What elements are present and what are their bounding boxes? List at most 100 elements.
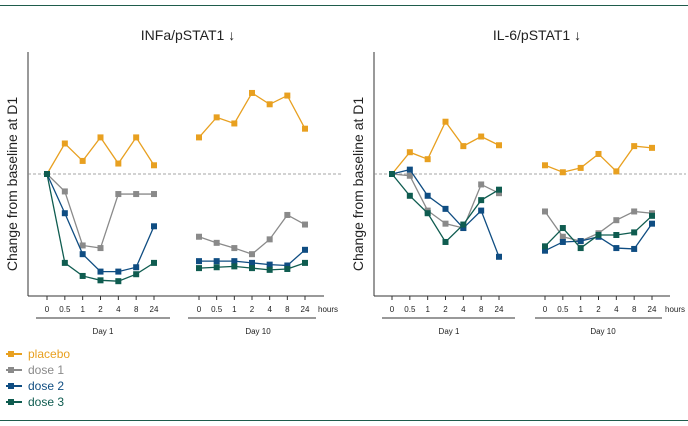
data-point-placebo (115, 160, 122, 167)
data-point-dose-2 (213, 258, 220, 265)
x-tick-label: 0 (197, 305, 202, 314)
data-point-dose-3 (196, 265, 202, 272)
series-line-placebo (544, 145, 653, 173)
data-point-dose-3 (559, 225, 566, 232)
data-point-dose-2 (115, 268, 122, 275)
x-tick-label: 24 (150, 305, 159, 314)
legend-item-dose-2[interactable]: dose 2 (6, 378, 70, 394)
data-point-dose-2 (196, 258, 202, 265)
data-point-dose-3 (266, 266, 273, 273)
top-border (0, 5, 688, 6)
data-point-dose-1 (97, 245, 104, 252)
x-unit-label: hours (665, 305, 685, 314)
x-tick-label: 4 (267, 305, 272, 314)
data-point-dose-2 (97, 268, 104, 275)
x-tick-label: 0.5 (404, 305, 416, 314)
data-point-dose-1 (79, 242, 86, 249)
x-tick-label: 8 (285, 305, 290, 314)
group-label-1: Day 1 (93, 327, 114, 336)
x-tick-label: 4 (116, 305, 121, 314)
data-point-dose-2 (266, 261, 273, 268)
legend-line (6, 353, 22, 355)
legend-label-dose-3: dose 3 (28, 395, 65, 409)
legend-item-placebo[interactable]: placebo (6, 346, 70, 362)
legend-swatch-dose-3 (6, 397, 22, 407)
data-point-dose-2 (231, 258, 238, 265)
group-label-2: Day 10 (245, 327, 271, 336)
data-point-placebo (559, 169, 566, 176)
x-tick-label: 1 (578, 305, 583, 314)
data-point-placebo (424, 156, 431, 163)
data-point-dose-3 (478, 197, 485, 204)
data-point-dose-2 (406, 166, 413, 173)
group-label-2: Day 10 (590, 327, 616, 336)
legend-marker (8, 351, 14, 357)
data-point-dose-3 (133, 271, 140, 278)
data-point-dose-1 (249, 251, 255, 258)
data-point-dose-3 (649, 212, 655, 219)
data-point-dose-3 (302, 259, 308, 266)
data-point-dose-3 (577, 245, 584, 252)
data-point-dose-2 (577, 238, 584, 245)
group-label-1: Day 1 (439, 327, 460, 336)
data-point-placebo (631, 143, 638, 150)
legend-swatch-placebo (6, 349, 22, 359)
data-point-placebo (406, 149, 413, 156)
data-point-placebo (595, 150, 602, 157)
data-point-dose-3 (424, 210, 431, 217)
data-point-dose-3 (115, 278, 122, 285)
legend-label-dose-1: dose 1 (28, 363, 65, 377)
data-point-placebo (284, 92, 291, 99)
data-point-dose-3 (97, 277, 104, 284)
data-point-dose-1 (284, 211, 291, 218)
x-tick-label: 4 (461, 305, 466, 314)
legend-marker (8, 383, 14, 389)
data-point-dose-1 (213, 239, 220, 246)
data-point-dose-3 (213, 264, 220, 271)
data-point-dose-2 (284, 262, 291, 269)
legend-item-dose-1[interactable]: dose 1 (6, 362, 70, 378)
data-point-placebo (231, 120, 238, 127)
data-point-placebo (649, 144, 655, 151)
data-point-dose-1 (613, 217, 620, 224)
data-point-placebo (213, 114, 220, 121)
data-point-dose-3 (460, 221, 467, 228)
data-point-dose-2 (478, 207, 485, 214)
data-point-placebo (577, 164, 584, 171)
data-point-dose-2 (61, 210, 68, 217)
x-tick-label: 8 (632, 305, 637, 314)
legend-label-placebo: placebo (28, 347, 71, 361)
x-tick-label: 24 (495, 305, 504, 314)
x-tick-label: 0 (543, 305, 548, 314)
data-point-placebo (266, 101, 273, 108)
data-point-dose-1 (478, 181, 485, 188)
data-point-dose-1 (302, 221, 308, 228)
data-point-dose-2 (79, 251, 86, 258)
data-point-dose-2 (442, 205, 449, 212)
x-tick-label: 24 (301, 305, 310, 314)
legend-swatch-dose-1 (6, 365, 22, 375)
data-point-dose-1 (196, 233, 202, 240)
legend-marker (8, 367, 14, 373)
legend-label-dose-2: dose 2 (28, 379, 65, 393)
data-point-dose-1 (559, 233, 566, 240)
legend-line (6, 369, 22, 371)
data-point-dose-2 (559, 238, 566, 245)
legend-item-dose-3[interactable]: dose 3 (6, 394, 70, 410)
data-point-placebo (249, 89, 255, 96)
data-point-placebo (302, 125, 308, 132)
data-point-dose-2 (496, 253, 502, 260)
data-point-placebo (496, 142, 502, 149)
data-point-dose-2 (424, 192, 431, 199)
legend-line (6, 385, 22, 387)
data-point-placebo (151, 162, 157, 169)
data-point-placebo (613, 168, 620, 175)
data-point-dose-2 (249, 259, 255, 266)
data-point-dose-1 (631, 208, 638, 215)
data-point-placebo (460, 143, 467, 150)
x-tick-label: 0.5 (211, 305, 223, 314)
legend-marker (8, 399, 14, 405)
x-tick-label: 1 (232, 305, 237, 314)
data-point-dose-1 (406, 172, 413, 179)
